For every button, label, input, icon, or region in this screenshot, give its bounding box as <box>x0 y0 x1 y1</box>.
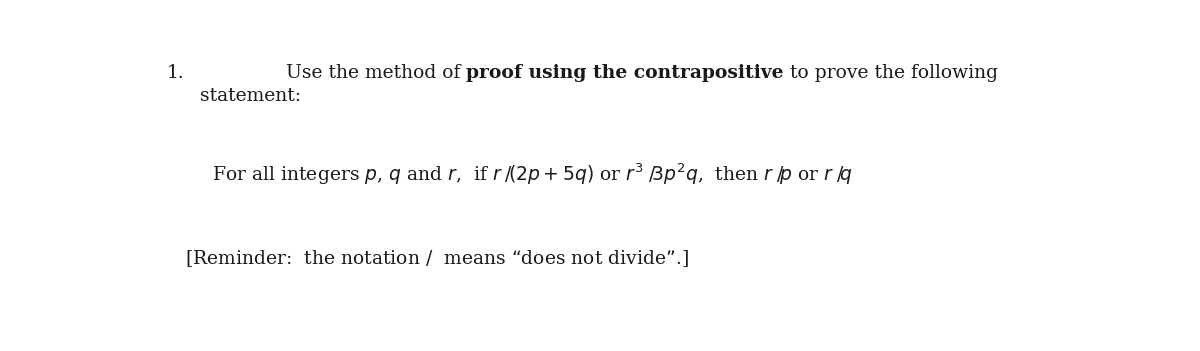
Text: 1.: 1. <box>167 64 185 82</box>
Text: proof using the contrapositive: proof using the contrapositive <box>466 64 784 82</box>
Text: For all integers $p$, $q$ and $r$,  if $r\;/\!(2p + 5q)$ or $r^3\;/\!3p^2q$,  th: For all integers $p$, $q$ and $r$, if $r… <box>212 161 853 187</box>
Text: to prove the following: to prove the following <box>784 64 997 82</box>
Text: [Reminder:  the notation $/$  means “does not divide”.]: [Reminder: the notation $/$ means “does … <box>185 249 689 269</box>
Text: statement:: statement: <box>200 87 301 105</box>
Text: Use the method of: Use the method of <box>286 64 466 82</box>
